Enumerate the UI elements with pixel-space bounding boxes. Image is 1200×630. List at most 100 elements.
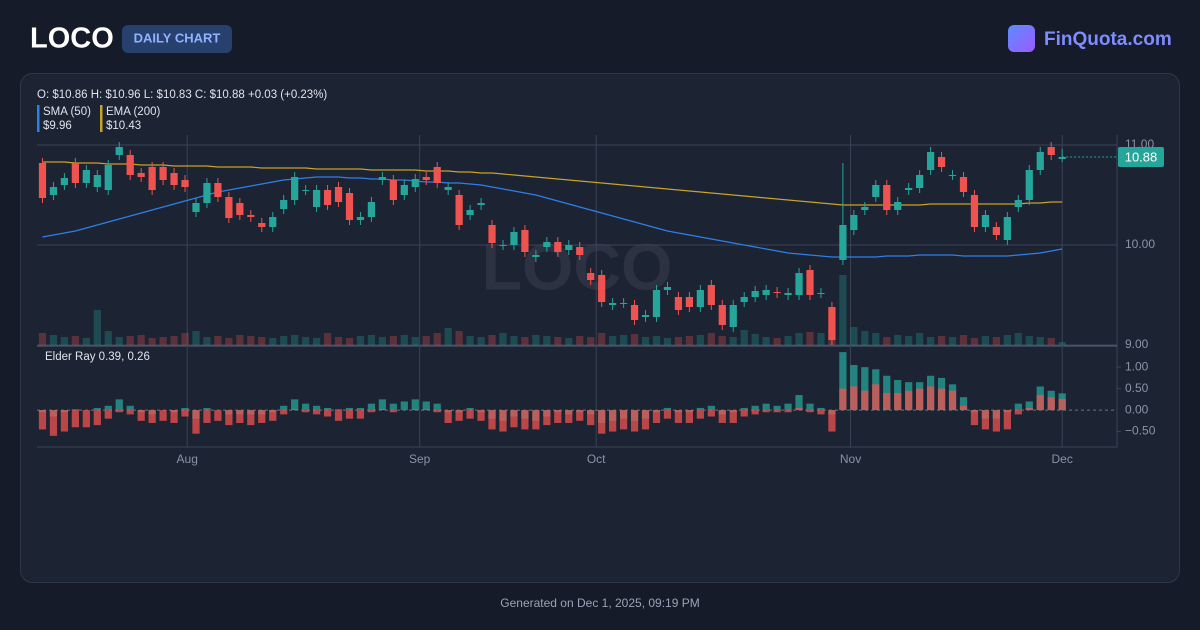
- volume-bar: [214, 336, 222, 345]
- candle: [400, 180, 408, 200]
- volume-bar: [937, 336, 946, 345]
- candle-body: [1025, 170, 1033, 200]
- candle: [345, 188, 354, 225]
- bear-power-bar: [444, 410, 452, 423]
- candle-body: [258, 223, 266, 227]
- candle: [389, 175, 397, 205]
- candle: [652, 285, 661, 322]
- bear-power-bar: [587, 410, 595, 426]
- bull-power-bar: [696, 407, 704, 411]
- brand[interactable]: FinQuota.com: [1044, 29, 1172, 50]
- bear-power-bar: [488, 410, 496, 430]
- bear-power-bar: [1003, 410, 1011, 430]
- bear-power-bar: [192, 410, 200, 434]
- volume-bar: [356, 336, 365, 345]
- volume-bar: [652, 336, 661, 345]
- candle: [49, 182, 58, 200]
- candle-body: [850, 215, 858, 230]
- bear-power-bar: [762, 410, 770, 413]
- candle-body: [400, 185, 408, 195]
- bear-power-bar: [302, 410, 310, 413]
- candle: [948, 170, 957, 180]
- volume-bar: [565, 338, 573, 345]
- candle-body: [148, 167, 156, 190]
- volume-bar: [981, 336, 990, 345]
- volume-bar: [181, 333, 189, 345]
- volume-bar: [433, 333, 441, 345]
- candle: [696, 285, 704, 312]
- x-tick-label: Aug: [177, 452, 198, 466]
- legend-swatch: [37, 105, 40, 132]
- candle: [740, 292, 748, 307]
- candle-body: [93, 175, 101, 187]
- volume-bar: [280, 336, 288, 345]
- bear-power-bar: [291, 409, 299, 411]
- bear-power-bar: [685, 410, 694, 423]
- bull-power-bar: [280, 405, 288, 411]
- candle: [411, 174, 419, 192]
- candle-body: [38, 163, 47, 198]
- candle-body: [894, 202, 902, 210]
- bull-power-bar: [784, 403, 792, 411]
- bear-power-bar: [411, 409, 419, 411]
- bull-power-bar: [1025, 401, 1033, 411]
- bull-power-bar: [378, 399, 386, 411]
- bear-power-bar: [828, 410, 836, 432]
- y-tick-label: 1.00: [1125, 359, 1149, 373]
- bull-power-bar: [663, 407, 672, 411]
- candle-body: [334, 187, 343, 202]
- volume-bar: [1058, 342, 1066, 345]
- bear-power-bar: [861, 390, 869, 411]
- candle: [159, 162, 167, 185]
- volume-bar: [663, 338, 672, 345]
- candle: [850, 210, 858, 235]
- bear-power-bar: [422, 409, 430, 411]
- overlay-line: [42, 176, 1063, 258]
- candle: [554, 237, 562, 257]
- candle-body: [773, 292, 781, 293]
- volume-bar: [236, 335, 244, 345]
- candle-body: [685, 297, 694, 307]
- candle: [137, 168, 145, 182]
- volume-bar: [751, 334, 759, 345]
- candle: [828, 302, 836, 345]
- candle: [630, 300, 639, 325]
- candle: [751, 286, 759, 302]
- bear-power-bar: [389, 410, 397, 413]
- volume-bar: [926, 337, 935, 345]
- elder-ray-label: Elder Ray 0.39, 0.26: [45, 351, 150, 363]
- candle: [762, 285, 770, 300]
- candle: [685, 292, 694, 312]
- chart-card: [20, 73, 1180, 583]
- volume-bar: [444, 328, 452, 345]
- candle-body: [970, 195, 979, 227]
- candle-body: [510, 232, 518, 245]
- candle-body: [1047, 147, 1055, 155]
- bear-power-bar: [477, 410, 485, 421]
- candle-body: [247, 215, 255, 217]
- bear-power-bar: [148, 410, 156, 423]
- bear-power-bar: [970, 410, 979, 426]
- volume-bar: [269, 338, 277, 345]
- volume-bar: [345, 338, 354, 345]
- candle: [192, 198, 200, 217]
- volume-bar: [598, 333, 606, 345]
- volume-bar: [323, 333, 332, 345]
- candle: [992, 222, 1001, 240]
- candle-body: [883, 185, 891, 210]
- brand-icon: [1008, 25, 1035, 52]
- candle-body: [499, 245, 507, 246]
- candle: [477, 198, 485, 210]
- bull-power-bar: [422, 401, 430, 411]
- candle-body: [269, 217, 277, 227]
- candle-body: [1058, 157, 1066, 159]
- volume-bar: [554, 337, 562, 345]
- volume-bar: [762, 337, 770, 345]
- bear-power-bar: [1047, 397, 1055, 411]
- bear-power-bar: [356, 410, 365, 419]
- bear-power-bar: [937, 388, 946, 411]
- candle: [970, 190, 979, 232]
- volume-bar: [367, 335, 376, 345]
- footer: Generated on Dec 1, 2025, 09:19 PM: [500, 596, 699, 610]
- candle: [148, 162, 156, 195]
